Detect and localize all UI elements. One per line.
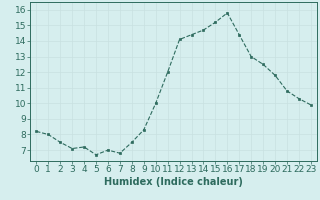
X-axis label: Humidex (Indice chaleur): Humidex (Indice chaleur) bbox=[104, 177, 243, 187]
